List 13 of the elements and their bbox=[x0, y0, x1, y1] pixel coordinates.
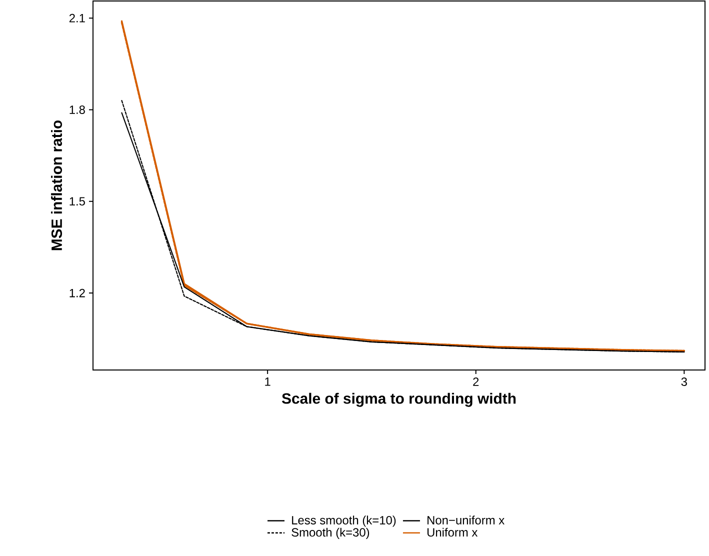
y-tick-label: 2.1 bbox=[69, 14, 85, 22]
y-tick-label: 1.2 bbox=[70, 288, 85, 298]
legend-label: Uniform x bbox=[427, 528, 478, 537]
legend-label: Smooth (k=30) bbox=[292, 528, 370, 539]
x-tick-label: 2 bbox=[473, 378, 479, 386]
y-tick-label: 1.8 bbox=[70, 106, 85, 114]
x-tick-label: 3 bbox=[681, 378, 687, 386]
x-tick-label: 1 bbox=[265, 378, 270, 386]
text: Non−uniform x bbox=[428, 516, 504, 524]
y-tick-label: 1.5 bbox=[70, 197, 85, 206]
y-axis-title: MSE inflation ratio bbox=[51, 120, 62, 250]
x-axis-title: Scale of sigma to rounding width bbox=[282, 392, 516, 407]
legend-label: Less smooth (k=10) bbox=[292, 516, 396, 527]
